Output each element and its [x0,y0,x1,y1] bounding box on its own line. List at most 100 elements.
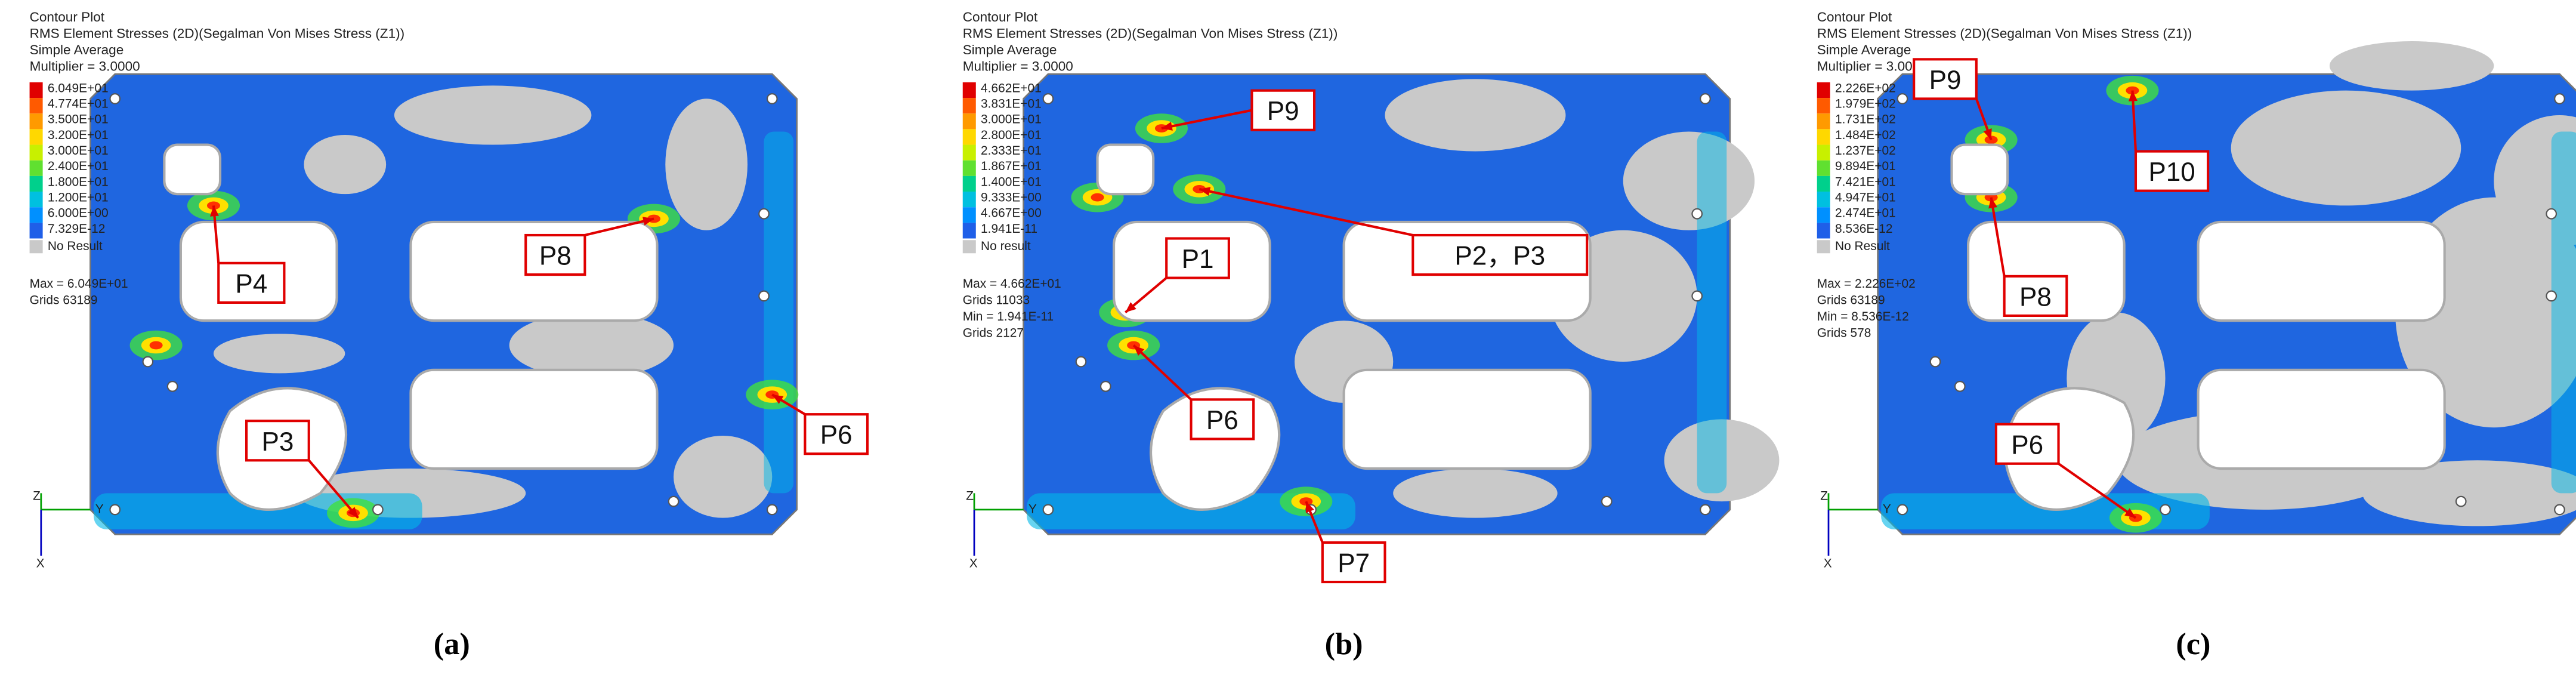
legend-label: No result [981,239,1031,253]
legend-swatch [29,207,43,223]
callout-box [1250,89,1316,131]
triad-label: Z [1820,489,1828,503]
legend-label: 3.000E+01 [981,113,1042,127]
header-line: RMS Element Stresses (2D)(Segalman Von M… [1817,26,2192,41]
bolt-hole [766,93,778,104]
legend-swatch [1817,98,1830,114]
callout-label: P7 [1338,549,1370,578]
legend-swatch [962,223,976,239]
no-stress-region [1393,469,1558,518]
callout-arrowhead [1125,302,1136,313]
header-line: Multiplier = 3.0000 [30,59,140,74]
callout-arrow [308,459,359,519]
header-line: Multiplier = 3.0000 [1817,59,1928,74]
edge-band [764,131,794,494]
triad-label: Y [1883,502,1891,516]
cutout [2004,387,2135,511]
legend-label: 1.800E+01 [48,175,109,189]
legend-label: 2.226E+02 [1835,81,1896,95]
no-stress-region [674,435,773,518]
legend-swatch [29,113,43,130]
legend-label: 2.400E+01 [48,159,109,173]
legend-swatch [1817,129,1830,145]
callout-arrowhead [1161,122,1173,131]
edge-band [2551,131,2576,494]
legend-swatch [962,192,976,208]
no-stress-region [304,135,387,195]
bolt-hole [2160,504,2171,516]
legend-label: 9.894E+01 [1835,159,1896,173]
callout-label: P1 [1182,245,1214,274]
bolt-hole [2455,495,2467,507]
legend-label: 2.474E+01 [1835,207,1896,220]
legend-label: 1.731E+02 [1835,113,1896,127]
callout-box [524,233,586,276]
stats-line: Grids 2127 [963,326,1024,340]
bolt-hole [1700,504,1711,516]
bolt-hole [372,504,384,516]
stats-line: Min = 1.941E-11 [963,310,1054,323]
triad-label: X [36,556,45,570]
legend-swatch [962,175,976,192]
callout-arrowhead [643,217,654,226]
legend-swatch [29,129,43,145]
triad-label: X [969,556,978,570]
callout-label: P3 [261,427,294,457]
legend-label: 7.421E+01 [1835,175,1896,189]
bolt-hole [1601,495,1613,507]
bolt-hole [166,380,178,392]
cutout [409,368,659,470]
legend-swatch [962,129,976,145]
legend-swatch [29,240,43,254]
no-stress-region [2362,460,2576,526]
cutout [2197,220,2446,322]
bolt-hole [668,495,679,507]
callout-box [1190,398,1255,440]
callout-arrow [1199,187,1413,237]
callout-label: P2，P3 [1454,242,1545,271]
callout-label: P9 [1267,97,1299,126]
legend-swatch [1817,175,1830,192]
callout-arrowhead [1133,345,1145,356]
panel: Contour Plot RMS Element Stresses (2D)(Se… [962,10,1780,584]
bolt-hole [2554,504,2565,516]
stats-line: Grids 63189 [1817,294,1885,307]
legend-swatch [962,98,976,114]
callout-box [1321,541,1386,584]
legend-swatch [29,82,43,98]
caption: (a) [434,627,470,661]
callout-arrow [584,217,654,237]
caption: (b) [1325,627,1363,661]
legend-swatch [962,207,976,223]
header-line: RMS Element Stresses (2D)(Segalman Von M… [30,26,405,41]
no-stress-region [2329,41,2494,91]
no-stress-region [2231,90,2461,206]
legend-label: 3.500E+01 [48,113,109,127]
bolt-hole [142,356,154,368]
callout-box [1411,233,1589,276]
legend-label: 3.200E+01 [48,128,109,142]
callout-arrowhead [348,507,359,518]
legend-label: 1.237E+02 [1835,144,1896,158]
callout-label: P6 [820,421,853,450]
legend-swatch [1817,207,1830,223]
stats-line: Grids 11033 [963,294,1030,307]
callout-arrow [2058,463,2137,519]
legend-swatch [1817,192,1830,208]
stats-line: Grids 63189 [30,294,98,307]
legend-label: No Result [48,239,103,253]
legend-label: 1.979E+02 [1835,97,1896,111]
header-line: Contour Plot [963,10,1038,24]
legend-swatch [962,113,976,130]
bolt-hole [2554,93,2565,104]
callout-arrowhead [1983,128,1992,140]
legend-label: 2.800E+01 [981,128,1042,142]
hotspot-core [1984,135,1998,144]
triad-label: Z [966,489,974,503]
callout-box [2134,150,2210,192]
legend-label: 3.831E+01 [981,97,1042,111]
callout-label: P6 [2011,430,2043,460]
bolt-hole [758,208,770,220]
callout-box [1165,237,1230,279]
